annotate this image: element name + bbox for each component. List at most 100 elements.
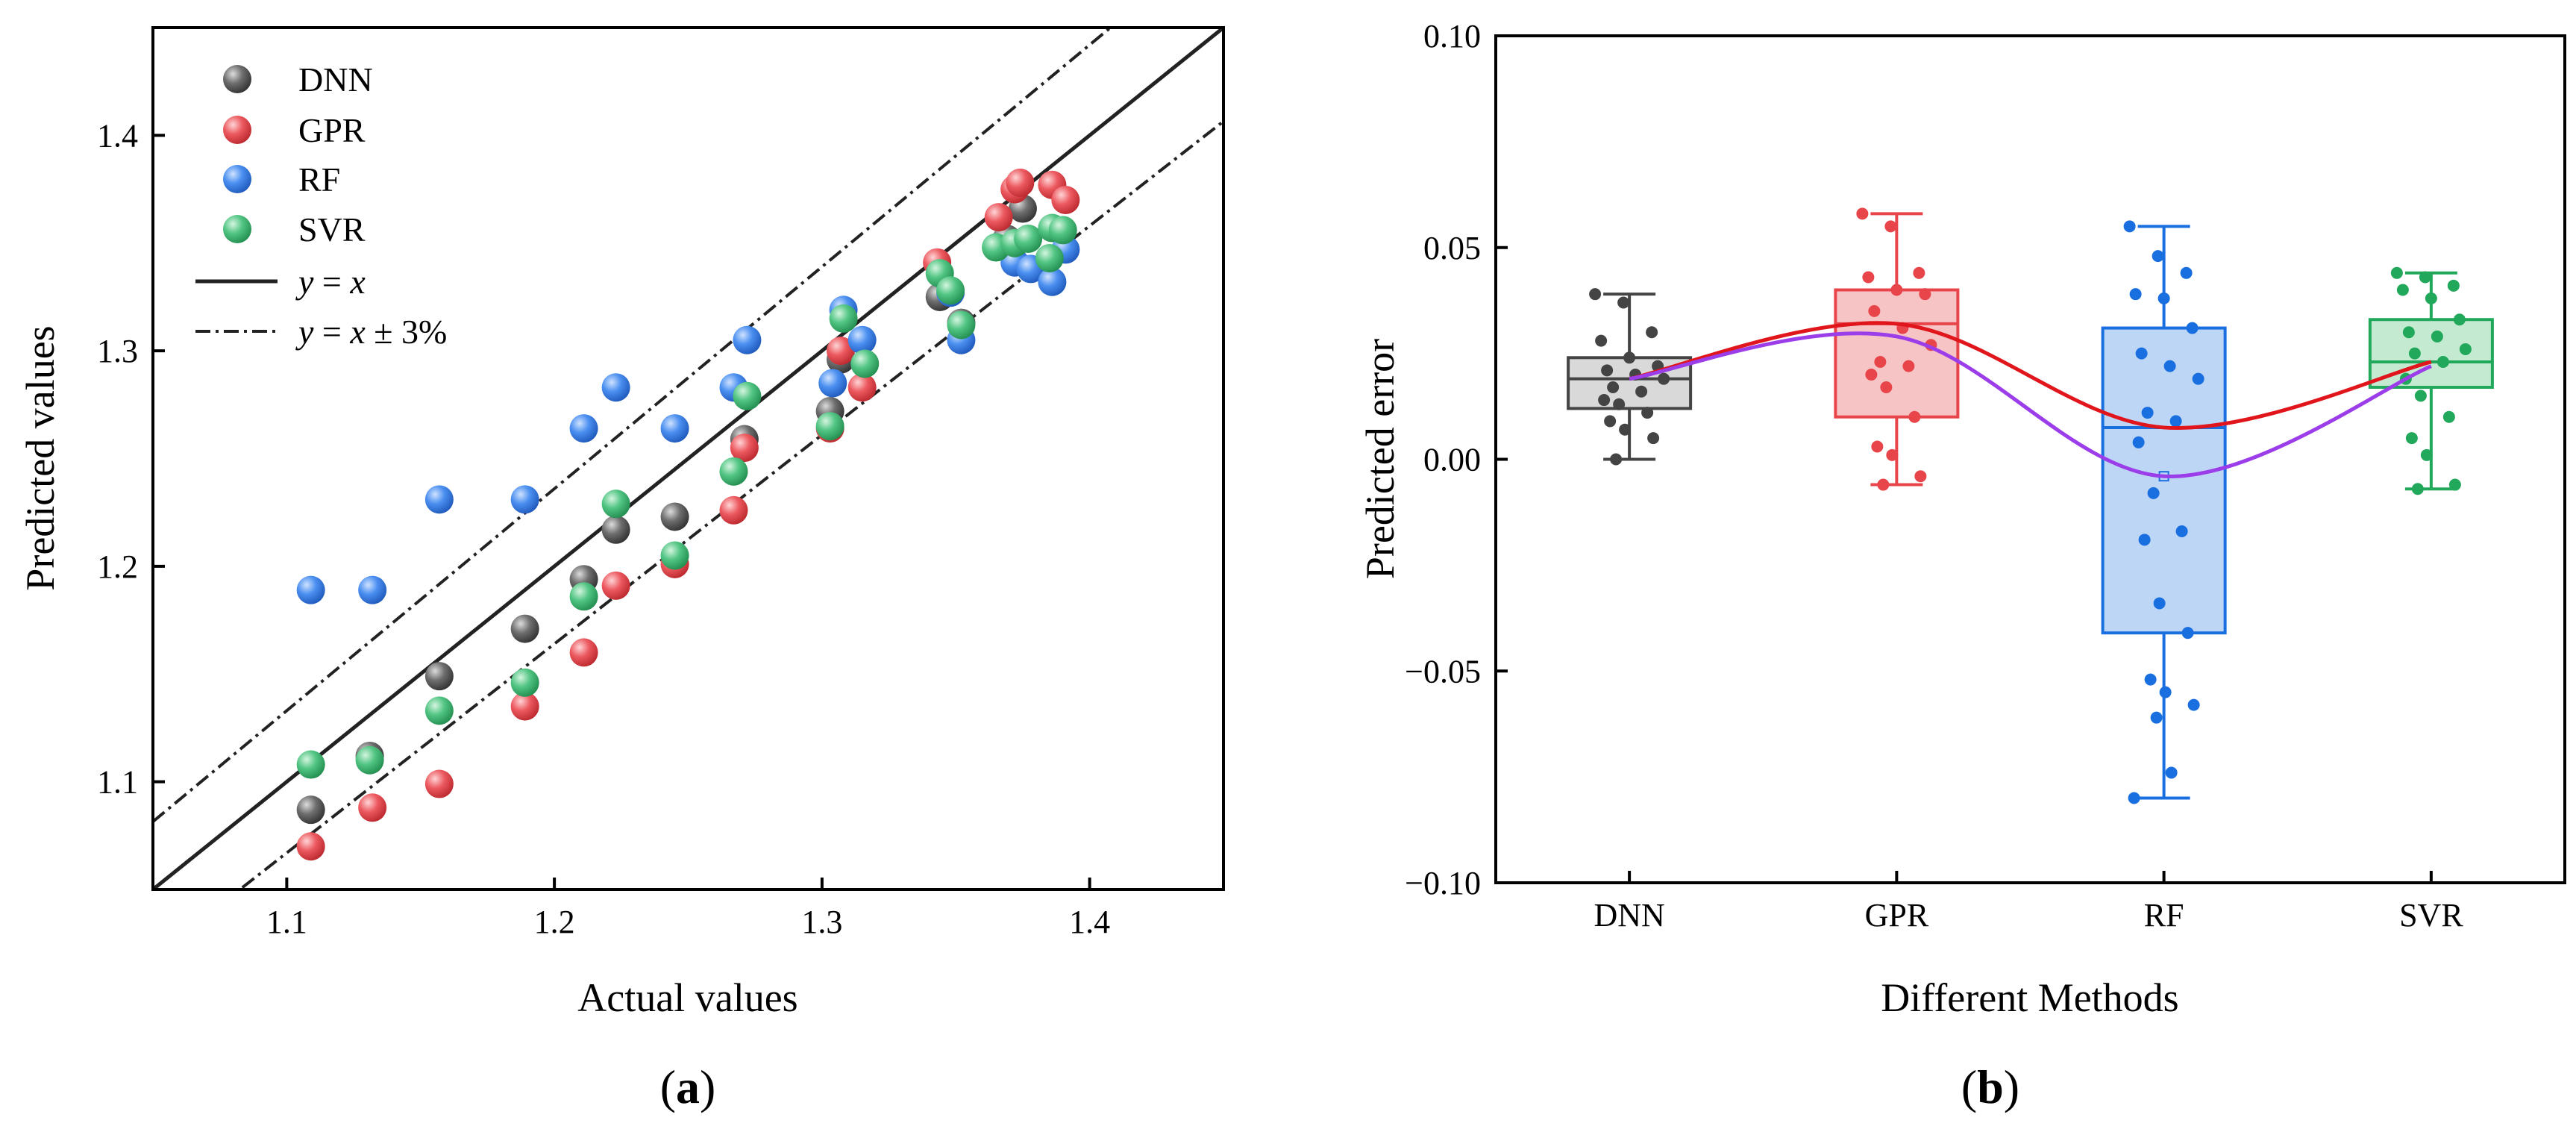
point-dnn: [1647, 432, 1660, 445]
point-svr: [1014, 224, 1043, 253]
point-rf: [847, 325, 877, 354]
point-rf: [510, 485, 539, 514]
x-tick-label: RF: [2144, 897, 2184, 934]
trend-line: [1629, 331, 2432, 478]
point-svr: [2405, 432, 2418, 445]
point-dnn: [1604, 415, 1617, 428]
box-gpr: [1834, 288, 1960, 419]
y-tick-label: 1.1: [97, 764, 138, 801]
legend-label-identity: y = x: [295, 263, 366, 301]
scatter-plot-frame: [151, 26, 1225, 891]
point-rf: [2138, 534, 2151, 546]
point-gpr: [1902, 360, 1915, 372]
point-svr: [936, 276, 965, 305]
point-svr: [2431, 330, 2443, 343]
x-tick-label: 1.2: [534, 904, 575, 940]
point-svr: [1035, 243, 1064, 272]
point-rf: [569, 414, 598, 443]
boxplot-y-axis-label: Predicted error: [1358, 339, 1403, 579]
point-svr: [660, 541, 689, 570]
point-gpr: [1884, 220, 1897, 233]
trend-line: [1629, 321, 2432, 431]
point-rf: [2150, 711, 2163, 724]
point-svr: [733, 381, 762, 410]
point-rf: [2159, 686, 2172, 698]
scatter-x-axis-label: Actual values: [577, 975, 797, 1020]
point-dnn: [1623, 351, 1636, 364]
point-svr: [829, 304, 858, 333]
point-svr: [2459, 343, 2472, 355]
legend-marker-dnn: [223, 65, 251, 93]
point-dnn: [424, 662, 454, 691]
legend-label-gpr: GPR: [298, 111, 366, 149]
scatter-y-axis-label: Predicted values: [18, 325, 63, 590]
point-gpr: [1913, 266, 1925, 279]
x-tick-label: 1.3: [801, 904, 842, 940]
boxplot-x-axis-label: Different Methods: [1881, 975, 2178, 1020]
point-gpr: [601, 571, 630, 600]
point-dnn: [1635, 385, 1648, 398]
point-rf: [2157, 292, 2170, 304]
point-rf: [2123, 220, 2136, 233]
point-rf: [2192, 372, 2204, 385]
point-svr: [355, 745, 384, 775]
point-dnn: [1641, 407, 1654, 419]
point-rf: [2152, 250, 2164, 263]
point-svr: [815, 412, 844, 441]
point-rf: [2135, 347, 2148, 360]
point-rf: [2141, 407, 2154, 419]
legend-label-band: y = x ± 3%: [295, 313, 447, 351]
point-dnn: [1589, 288, 1602, 301]
point-svr: [2390, 266, 2403, 279]
point-rf: [2186, 322, 2199, 334]
panel-label-b: (b): [1961, 1060, 2019, 1113]
point-svr: [2425, 292, 2437, 304]
point-rf: [2129, 288, 2142, 301]
point-gpr: [424, 769, 454, 798]
point-rf: [601, 373, 630, 402]
point-dnn: [1595, 334, 1608, 347]
point-svr: [2420, 448, 2433, 461]
y-tick-label: 1.2: [97, 548, 138, 585]
point-svr: [2447, 279, 2460, 292]
point-svr: [2402, 326, 2415, 339]
point-gpr: [1880, 381, 1893, 394]
point-rf: [2165, 766, 2178, 779]
y-tick-label: 1.4: [97, 117, 138, 154]
point-gpr: [1051, 186, 1080, 214]
point-rf: [660, 414, 689, 443]
boxplot-frame: [1494, 34, 2566, 884]
scatter-legend: DNN GPR RF SVR y = x y = x ± 3%: [195, 60, 447, 351]
x-tick-label: GPR: [1865, 897, 1929, 934]
point-svr: [2411, 483, 2424, 495]
point-rf: [2153, 597, 2166, 610]
legend-marker-svr: [223, 215, 251, 243]
point-rf: [733, 325, 762, 354]
point-svr: [947, 310, 976, 340]
point-svr: [424, 696, 454, 725]
point-gpr: [730, 434, 759, 463]
identity-line: [153, 28, 1223, 889]
point-gpr: [1890, 284, 1903, 296]
point-svr: [2448, 478, 2461, 491]
x-tick-label: SVR: [2399, 897, 2463, 934]
point-gpr: [1006, 168, 1035, 197]
point-gpr: [358, 793, 387, 822]
point-rf: [2128, 792, 2140, 804]
point-dnn: [601, 515, 630, 544]
y-tick-label: 1.3: [97, 333, 138, 369]
point-svr: [2453, 313, 2466, 326]
point-rf: [2147, 487, 2160, 499]
point-svr: [569, 582, 598, 611]
point-gpr: [1908, 410, 1921, 423]
y-tick-label: 0.05: [1423, 230, 1481, 266]
point-gpr: [1856, 207, 1869, 220]
point-dnn: [1619, 423, 1632, 436]
point-svr: [1048, 216, 1077, 245]
legend-marker-gpr: [223, 116, 251, 144]
point-rf: [2180, 266, 2193, 279]
point-svr: [601, 490, 630, 519]
point-gpr: [1871, 440, 1884, 453]
legend-marker-rf: [223, 165, 251, 193]
point-rf: [818, 369, 847, 398]
